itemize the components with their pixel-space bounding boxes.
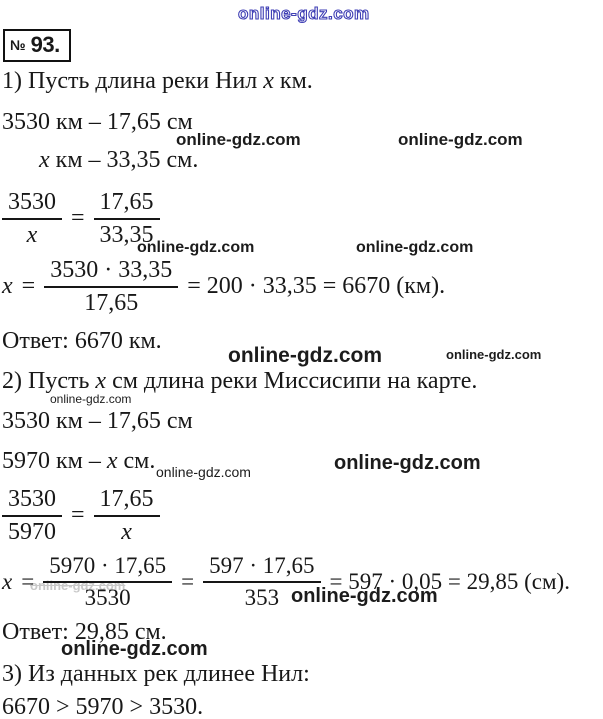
part1-answer: Ответ: 6670 км. — [2, 328, 162, 354]
watermark-9: online-gdz.com — [156, 464, 251, 480]
fraction-denominator: 5970 — [8, 518, 56, 545]
watermark-5: online-gdz.com — [228, 344, 382, 367]
fraction-numerator: 17,65 — [93, 486, 160, 517]
equals-sign: = — [21, 568, 35, 594]
part1-ratio2-suffix: км – 33,35 см. — [49, 147, 199, 173]
fraction-numerator: 3530 · 33,35 — [44, 257, 179, 288]
fraction-numerator: 597 · 17,65 — [203, 553, 321, 583]
part1-proportion: 3530 x = 17,65 33,35 — [2, 189, 160, 249]
watermark-1: online-gdz.com — [176, 130, 301, 149]
part1-intro: 1) Пусть длина реки Нил x км. — [2, 68, 313, 94]
part2-solution-equation: x = 5970 · 17,65 3530 = 597 · 17,65 353 … — [2, 553, 570, 611]
fraction-denominator: 33,35 — [99, 221, 154, 248]
numero-sign: № — [10, 37, 26, 53]
watermark-7: online-gdz.com — [50, 392, 132, 406]
watermark-6: online-gdz.com — [446, 347, 542, 362]
part2-ratio2-suffix: см. — [117, 448, 156, 474]
part1-solution-equation: x = 3530 · 33,35 17,65 = 200 · 33,35 = 6… — [2, 257, 445, 317]
part2-answer: Ответ: 29,85 см. — [2, 619, 167, 645]
part2-intro-prefix: 2) Пусть — [2, 368, 96, 394]
math-x: x — [39, 147, 50, 173]
fraction: 3530 x — [2, 189, 62, 249]
part2-ratio-line1: 3530 км – 17,65 см — [2, 408, 193, 434]
fraction: 17,65 x — [93, 486, 160, 546]
fraction-denominator: 353 — [244, 584, 280, 610]
part2-intro-suffix: см длина реки Миссисипи на карте. — [106, 368, 478, 394]
equation-rest: = 200 · 33,35 = 6670 (км). — [187, 273, 446, 300]
fraction-numerator: 3530 — [2, 486, 62, 517]
part1-intro-prefix: 1) Пусть длина реки Нил — [2, 68, 264, 94]
fraction: 3530 · 33,35 17,65 — [44, 257, 179, 317]
part2-intro: 2) Пусть x см длина реки Миссисипи на ка… — [2, 368, 477, 394]
fraction: 17,65 33,35 — [93, 189, 160, 249]
math-x: x — [2, 568, 13, 594]
equals-sign: = — [71, 502, 85, 529]
part2-ratio2-prefix: 5970 км – — [2, 448, 107, 474]
math-x: x — [95, 368, 107, 394]
watermark-11: online-gdz.com — [61, 638, 208, 660]
part1-ratio-line2: x км – 33,35 см. — [39, 147, 198, 173]
part2-ratio-line2: 5970 км – x см. — [2, 448, 155, 474]
math-x: x — [2, 273, 13, 300]
watermark-10: online-gdz.com — [291, 585, 438, 607]
math-x: x — [263, 68, 274, 94]
fraction-denominator: x — [26, 221, 38, 248]
fraction: 3530 5970 — [2, 486, 62, 546]
fraction: 597 · 17,65 353 — [203, 553, 321, 611]
fraction-denominator: x — [121, 518, 132, 545]
equals-sign: = — [21, 273, 36, 300]
watermark-8: online-gdz.com — [334, 452, 481, 474]
watermark-2: online-gdz.com — [398, 130, 523, 149]
math-x: x — [106, 448, 118, 474]
fraction-denominator: 17,65 — [84, 289, 139, 316]
part3-comparison: 6670 > 5970 > 3530. — [2, 694, 204, 719]
fraction-numerator: 3530 — [2, 189, 62, 220]
part3-statement: 3) Из данных рек длинее Нил: — [2, 661, 310, 687]
part1-intro-suffix: км. — [273, 68, 313, 94]
equals-sign: = — [71, 205, 85, 232]
fraction-numerator: 5970 · 17,65 — [43, 553, 173, 583]
watermark-4: online-gdz.com — [356, 239, 474, 256]
equation-rest: = 597 · 0,05 = 29,85 (см). — [329, 568, 570, 594]
watermark-top: online-gdz.com — [237, 3, 370, 23]
problem-number-box: № 93. — [3, 29, 71, 62]
fraction-numerator: 17,65 — [93, 189, 160, 220]
equals-sign: = — [181, 568, 195, 594]
watermark-3: online-gdz.com — [137, 239, 255, 256]
fraction-denominator: 3530 — [84, 584, 131, 610]
part1-ratio-line1: 3530 км – 17,65 см — [2, 109, 193, 135]
fraction: 5970 · 17,65 3530 — [43, 553, 173, 611]
part2-proportion: 3530 5970 = 17,65 x — [2, 486, 160, 546]
problem-number: 93. — [30, 32, 61, 57]
